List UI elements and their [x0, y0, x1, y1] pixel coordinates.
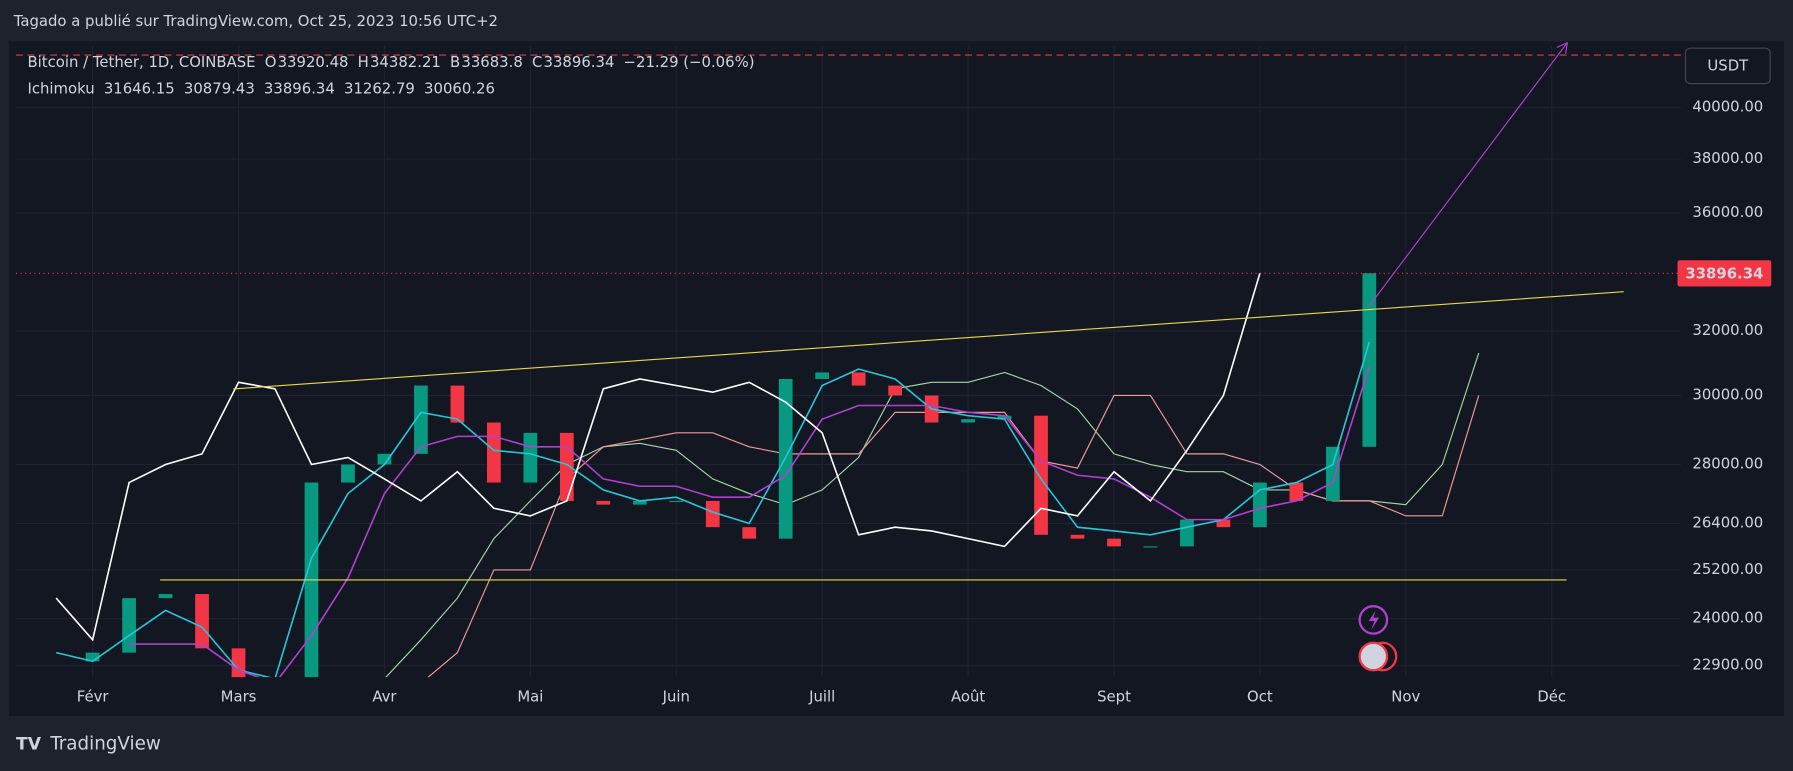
candle [158, 594, 173, 599]
event-icon-bolt [1368, 610, 1380, 631]
x-tick-label: Juin [662, 688, 690, 706]
y-tick-label: 26400.00 [1692, 513, 1763, 531]
trend-line [233, 291, 1624, 390]
indicator-line [129, 365, 1371, 678]
candle [1070, 534, 1085, 539]
candle [1107, 538, 1121, 547]
candle [122, 598, 136, 653]
currency-button[interactable] [1684, 47, 1771, 85]
candle [450, 385, 465, 423]
candle [669, 500, 684, 503]
y-tick-label: 22900.00 [1692, 656, 1763, 674]
change: −21.29 (−0.06%) [624, 53, 755, 71]
y-tick-label: 40000.00 [1692, 98, 1763, 116]
symbol: Bitcoin / Tether, 1D, COINBASE [27, 53, 255, 71]
currency: USDT [1707, 56, 1749, 74]
legend-value: 31646.15 [104, 79, 175, 97]
candle [487, 422, 501, 483]
x-tick-label: Août [951, 688, 985, 706]
candle [231, 648, 246, 678]
ohlc-value: 34382.21 [370, 53, 441, 71]
ohlc-key: C [532, 53, 542, 71]
candle [523, 432, 538, 483]
candle [414, 385, 428, 454]
brand: TradingView [49, 734, 161, 755]
y-tick-label: 38000.00 [1692, 149, 1763, 167]
x-tick-label: Oct [1247, 688, 1273, 706]
legend-value: 30060.26 [424, 79, 495, 97]
x-tick-label: Déc [1537, 688, 1566, 706]
ohlc-key: H [358, 53, 369, 71]
x-tick-label: Juill [808, 688, 835, 706]
price-tag-label: 33896.34 [1685, 264, 1763, 282]
candle [1362, 273, 1377, 447]
candle [705, 500, 720, 528]
legend-value: 33896.34 [264, 79, 335, 97]
legend-value: 30879.43 [184, 79, 255, 97]
y-tick-label: 36000.00 [1692, 203, 1763, 221]
indicator-line [55, 272, 1261, 642]
candle [304, 482, 319, 678]
y-tick-label: 28000.00 [1692, 455, 1763, 473]
legend-value: 31262.79 [344, 79, 415, 97]
candle [815, 372, 830, 379]
ohlc-value: 33896.34 [544, 53, 615, 71]
x-tick-label: Nov [1391, 688, 1420, 706]
ohlc-key: B [450, 53, 460, 71]
candle [341, 464, 355, 483]
candle [1034, 415, 1048, 535]
x-tick-label: Févr [77, 688, 110, 706]
y-tick-label: 32000.00 [1692, 321, 1763, 339]
candle [851, 372, 866, 386]
y-tick-label: 24000.00 [1692, 609, 1763, 627]
plot-background [9, 41, 1784, 716]
candle [195, 594, 209, 649]
y-tick-label: 30000.00 [1692, 386, 1763, 404]
candle [1216, 519, 1231, 528]
candle [997, 415, 1012, 420]
candle [632, 500, 647, 505]
candle [888, 385, 902, 396]
indicator-line [55, 341, 1371, 678]
brand-logo: 𝗧𝗩 [16, 735, 42, 755]
indicator-name: Ichimoku [27, 79, 94, 97]
publisher: Tagado a publié sur TradingView.com, Oct… [13, 12, 498, 30]
candle [961, 419, 975, 423]
y-tick-label: 25200.00 [1692, 560, 1763, 578]
x-tick-label: Mars [221, 688, 257, 706]
event-icon[interactable] [1358, 641, 1389, 672]
projection-arrow [1368, 44, 1567, 307]
candle [1143, 546, 1158, 548]
ohlc-value: 33683.8 [461, 53, 522, 71]
price-tag [1677, 260, 1772, 287]
ohlc-value: 33920.48 [278, 53, 349, 71]
candle [596, 500, 611, 505]
ohlc-key: O [265, 53, 277, 71]
candle [742, 527, 757, 539]
candle [1289, 482, 1304, 501]
x-tick-label: Mai [517, 688, 543, 706]
x-tick-label: Avr [372, 688, 397, 706]
x-tick-label: Sept [1097, 688, 1131, 706]
candle [1180, 519, 1194, 547]
candle [1325, 446, 1340, 501]
candle [85, 652, 100, 662]
candle [377, 453, 392, 465]
